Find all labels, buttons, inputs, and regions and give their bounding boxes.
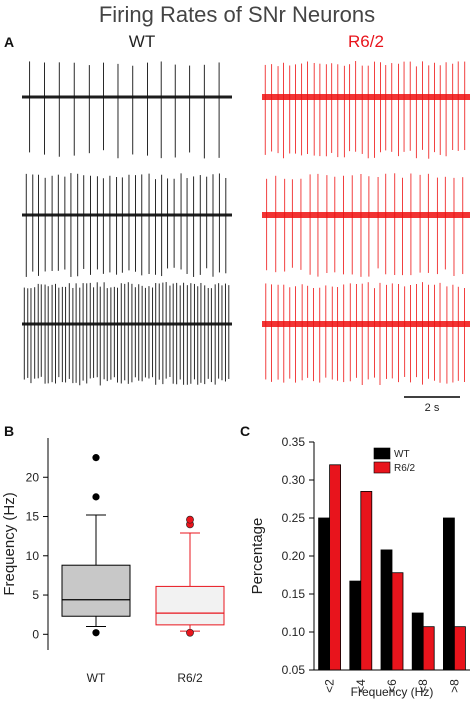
outlier-point <box>92 493 100 501</box>
bar-wt <box>380 549 393 671</box>
bar-r62 <box>422 626 435 671</box>
panel-a-letter: A <box>4 34 15 50</box>
box-iqr <box>155 585 225 626</box>
x-tick-label: <6 <box>385 679 399 693</box>
y-tick-label: 0.05 <box>282 663 306 677</box>
outlier-point <box>92 454 100 462</box>
trace-wt-row-1 <box>22 61 232 159</box>
bar-r62 <box>360 491 373 671</box>
x-tick-label: >8 <box>447 679 461 693</box>
bar-wt <box>349 580 362 671</box>
x-tick-label: <8 <box>416 679 430 693</box>
y-tick-label: 0.10 <box>282 625 306 639</box>
panel-b-letter: B <box>4 423 14 439</box>
bar-wt <box>318 517 330 671</box>
x-tick-label: R6/2 <box>177 671 203 685</box>
box-plot-panel: B 0 5 10 15 20 Frequency (Hz) WT R6/2 <box>1 423 225 685</box>
y-tick-label: 0.15 <box>282 587 306 601</box>
legend-swatch-wt <box>373 447 391 460</box>
panel-c-letter: C <box>240 423 250 439</box>
outlier-point <box>92 629 100 637</box>
scale-bar-label: 2 s <box>424 402 440 414</box>
trace-r62-row-1 <box>262 61 470 159</box>
trace-baseline <box>262 212 470 218</box>
outlier-point <box>186 628 194 637</box>
box-r62 <box>155 515 225 637</box>
y-tick-label: 0.30 <box>282 473 306 487</box>
trace-baseline <box>22 95 232 99</box>
y-axis-label: Frequency (Hz) <box>1 492 18 595</box>
trace-wt-row-2 <box>22 173 232 277</box>
legend-label-wt: WT <box>394 449 410 460</box>
bar-r62 <box>329 464 341 671</box>
bar-chart-panel: C 0.05 0.10 0.15 0.20 0.25 0.30 0.35 Percentage <… <box>240 423 470 699</box>
spike-traces-panel <box>22 61 470 398</box>
outlier-point <box>186 515 194 524</box>
y-tick-label: 0 <box>32 627 39 641</box>
bar-wt <box>411 612 424 671</box>
box-wt <box>61 454 131 637</box>
box-iqr <box>61 564 131 617</box>
page-title: Firing Rates of SNr Neurons <box>98 2 376 27</box>
y-tick-label: 15 <box>26 510 40 524</box>
trace-r62-row-2 <box>262 173 470 277</box>
y-tick-label: 5 <box>32 588 39 602</box>
x-tick-label: <4 <box>354 679 368 693</box>
r62-group-label: R6/2 <box>348 32 384 51</box>
x-tick-label: WT <box>87 671 106 685</box>
trace-baseline <box>262 321 470 327</box>
y-axis-label: Percentage <box>249 518 266 595</box>
y-tick-label: 0.20 <box>282 549 306 563</box>
x-tick-label: <2 <box>323 679 337 693</box>
y-tick-label: 0.25 <box>282 511 306 525</box>
bar-r62 <box>391 572 404 671</box>
trace-r62-row-3 <box>262 282 470 386</box>
trace-baseline <box>22 213 232 217</box>
trace-baseline <box>262 94 470 100</box>
bar-wt <box>442 517 455 671</box>
y-tick-label: 10 <box>26 549 40 563</box>
legend-label-r62: R6/2 <box>394 463 416 474</box>
y-tick-label: 0.35 <box>282 435 306 449</box>
y-tick-label: 20 <box>26 470 40 484</box>
bar-r62 <box>453 626 466 671</box>
x-axis-label: Frequency (Hz) <box>351 685 434 699</box>
wt-group-label: WT <box>128 32 156 51</box>
trace-wt-row-3 <box>22 282 232 386</box>
legend-swatch-r62 <box>373 461 391 474</box>
trace-baseline <box>22 322 232 326</box>
